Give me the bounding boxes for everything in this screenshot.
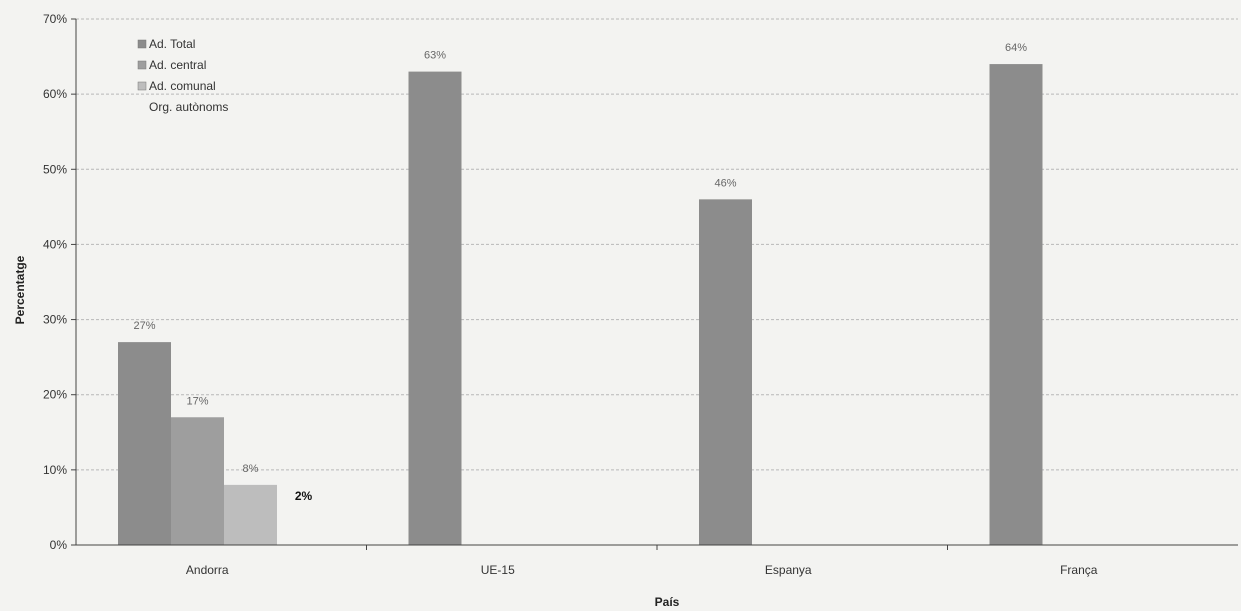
legend-label: Ad. comunal (149, 79, 216, 93)
legend-swatch (137, 81, 147, 91)
legend-swatch (137, 60, 147, 70)
y-tick-label: 60% (43, 87, 67, 101)
x-tick-label: França (1060, 563, 1098, 577)
bar (224, 484, 277, 545)
bars (118, 64, 1043, 546)
y-axis-title: Percentatge (13, 255, 27, 324)
x-tick-label: Espanya (765, 563, 812, 577)
data-labels: 27% 17% 8% 2% 63% 46% 64% (133, 42, 1027, 503)
y-tick-label: 50% (43, 162, 67, 176)
y-tick-label: 10% (43, 463, 67, 477)
bar (118, 342, 171, 545)
legend-label: Ad. central (149, 58, 206, 72)
axes: 0% 10% 20% 30% 40% 50% 60% 70% Andorra UE-15 Espan… (43, 12, 1238, 577)
legend-label: Org. autònoms (149, 100, 228, 114)
bar (408, 71, 462, 545)
y-tick-label: 30% (43, 313, 67, 327)
data-label: 46% (714, 177, 736, 189)
data-label: 2% (295, 489, 313, 503)
y-tick-label: 0% (50, 538, 68, 552)
bar (989, 64, 1043, 545)
y-tick-label: 40% (43, 237, 67, 251)
gridlines (76, 18, 1238, 471)
legend-swatch (137, 39, 147, 49)
y-tick-label: 70% (43, 12, 67, 26)
data-label: 17% (186, 395, 208, 407)
y-tick-label: 20% (43, 388, 67, 402)
data-label: 63% (424, 50, 446, 62)
x-tick-label: Andorra (186, 563, 229, 577)
legend: Ad. Total Ad. central Ad. comunal Org. autò… (137, 37, 228, 114)
bar (171, 417, 224, 545)
x-tick-label: UE-15 (481, 563, 515, 577)
legend-label: Ad. Total (149, 37, 195, 51)
data-label: 64% (1005, 42, 1027, 54)
data-label: 27% (133, 320, 155, 332)
data-label: 8% (243, 463, 259, 475)
x-axis-title: País (655, 595, 680, 609)
bar (699, 199, 752, 546)
